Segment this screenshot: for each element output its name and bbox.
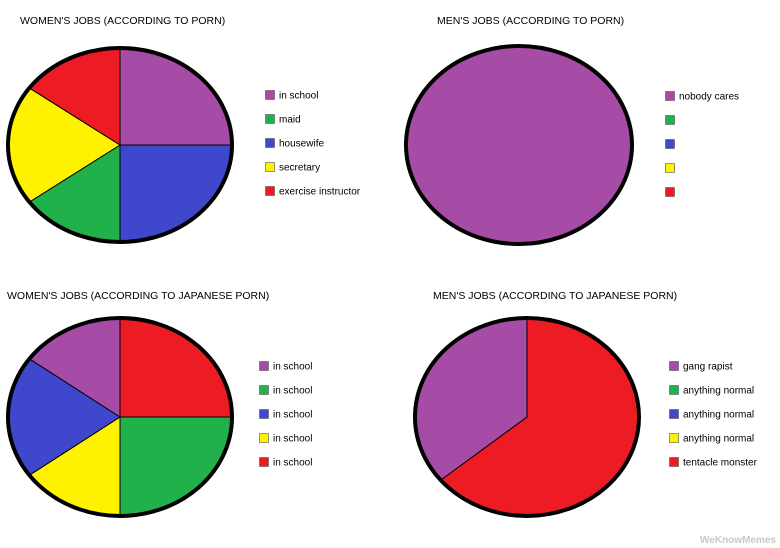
legend-swatch [669, 361, 679, 371]
chart-title: MEN'S JOBS (ACCORDING TO PORN) [437, 15, 624, 27]
pie-outline [404, 44, 634, 246]
watermark-logo: WeKnowMemes [700, 535, 776, 546]
legend-swatch [265, 138, 275, 148]
legend-label: in school [273, 410, 312, 421]
pie-chart-1: WOMEN'S JOBS (ACCORDING TO PORN) in schoo… [6, 15, 361, 244]
legend-swatch [665, 91, 675, 101]
legend-swatch [265, 162, 275, 172]
legend-label: in school [273, 386, 312, 397]
legend-swatch [669, 385, 679, 395]
chart-title: MEN'S JOBS (ACCORDING TO JAPANESE PORN) [433, 290, 677, 302]
legend-swatch [665, 139, 675, 149]
legend-swatch [259, 361, 269, 371]
legend-label: in school [279, 91, 318, 102]
legend-swatch [669, 409, 679, 419]
legend-swatch [669, 433, 679, 443]
legend-swatch [259, 457, 269, 467]
legend-label: in school [273, 458, 312, 469]
legend-label: maid [279, 115, 301, 126]
legend-swatch [259, 433, 269, 443]
legend-label: tentacle monster [683, 458, 758, 469]
legend: gang rapist anything normal anything norma… [669, 361, 758, 469]
legend-swatch [665, 115, 675, 125]
legend: nobody cares [665, 91, 739, 197]
legend-label: in school [273, 434, 312, 445]
legend-label: gang rapist [683, 362, 733, 373]
legend-swatch [665, 187, 675, 197]
legend: in school in school in school in school in s… [259, 361, 312, 469]
legend-label: nobody cares [679, 92, 739, 103]
legend-label: exercise instructor [279, 187, 361, 198]
legend-swatch [265, 114, 275, 124]
legend-swatch [265, 90, 275, 100]
chart-title: WOMEN'S JOBS (ACCORDING TO PORN) [20, 15, 225, 27]
pie-chart-2: MEN'S JOBS (ACCORDING TO PORN) nobody car… [404, 15, 739, 246]
legend-swatch [669, 457, 679, 467]
legend-label: anything normal [683, 386, 754, 397]
legend-label: in school [273, 362, 312, 373]
legend-label: secretary [279, 163, 320, 174]
legend-swatch [259, 385, 269, 395]
legend-label: anything normal [683, 410, 754, 421]
legend-swatch [265, 186, 275, 196]
pie-chart-4: MEN'S JOBS (ACCORDING TO JAPANESE PORN) g… [413, 290, 758, 518]
legend-label: anything normal [683, 434, 754, 445]
legend: in school maid housewife secretary exercise … [265, 90, 361, 198]
legend-swatch [665, 163, 675, 173]
legend-swatch [259, 409, 269, 419]
pie-outline [413, 316, 641, 518]
pie-chart-3: WOMEN'S JOBS (ACCORDING TO JAPANESE PORN… [6, 290, 312, 518]
legend-label: housewife [279, 139, 324, 150]
pie-outline [6, 46, 234, 244]
pie-outline [6, 316, 234, 518]
chart-title: WOMEN'S JOBS (ACCORDING TO JAPANESE PORN… [7, 290, 269, 302]
